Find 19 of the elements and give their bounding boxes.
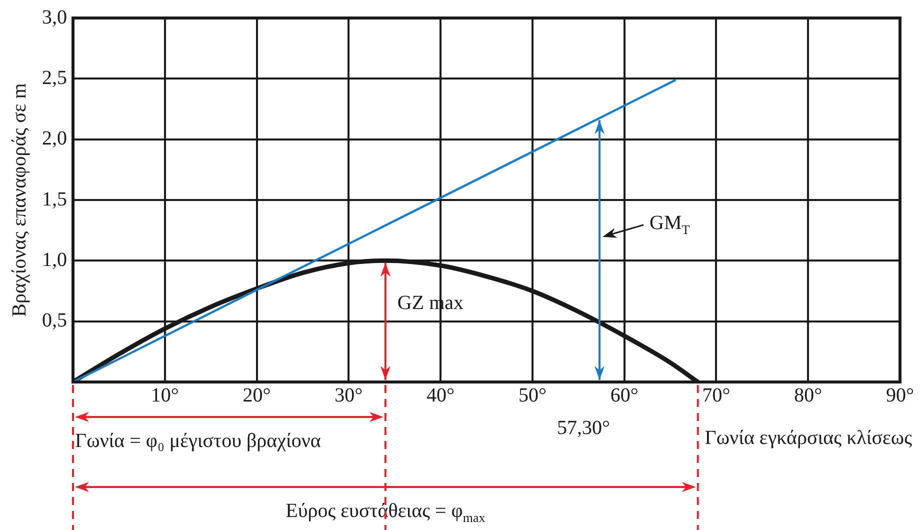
x-tick-label: 80°	[794, 384, 822, 406]
ref-line-label: 57,30°	[557, 417, 610, 439]
x-tick-label: 30°	[334, 384, 363, 406]
x-tick-label: 60°	[610, 384, 638, 406]
x-tick-label: 90°	[886, 384, 914, 406]
x-tick-label: 40°	[426, 384, 455, 406]
x-tick-label: 10°	[150, 384, 179, 406]
y-tick-label: 2,0	[42, 128, 67, 150]
text: Γωνία = φ₀ μέγιστου βραχίονα	[75, 430, 322, 452]
y-tick-label: 1,5	[42, 188, 67, 210]
y-tick-label: 0,5	[42, 310, 67, 332]
y-tick-label: 3,0	[42, 6, 67, 28]
x-tick-label: 50°	[518, 384, 546, 406]
x-tick-label: 20°	[242, 384, 271, 406]
x-axis-title: Γωνία εγκάρσιας κλίσεως	[704, 427, 912, 449]
y-tick-label: 1,0	[42, 248, 67, 271]
y-axis-title: Βραχίονας επαναφοράς σε m	[8, 82, 30, 317]
y-tick-label: 2,5	[42, 66, 67, 89]
x-tick-label: 70°	[702, 384, 730, 406]
